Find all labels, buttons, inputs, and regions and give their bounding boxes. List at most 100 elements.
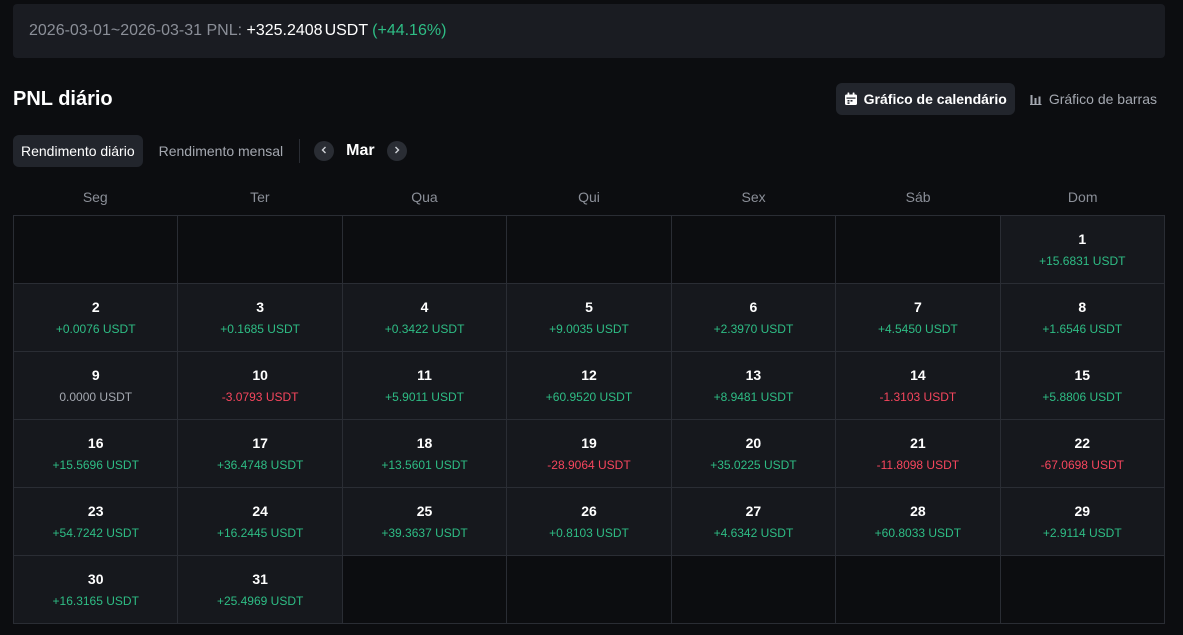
day-number: 3 [256,299,265,315]
section-header: PNL diário Gráfico de calendário [13,83,1165,115]
calendar-day-cell[interactable]: 25 +39.3637 USDT [342,488,508,556]
calendar-day-cell[interactable]: 1 +15.6831 USDT [1000,216,1165,284]
day-pnl-value: +15.5696 USDT [52,458,139,472]
calendar-day-cell[interactable]: 26 +0.8103 USDT [507,488,672,556]
day-pnl-value: +15.6831 USDT [1039,254,1126,268]
day-number: 20 [745,435,762,451]
calendar-day-cell[interactable]: 19 -28.9064 USDT [507,420,672,488]
calendar-chart-label: Gráfico de calendário [863,91,1007,107]
calendar-day-cell[interactable]: 5 +9.0035 USDT [507,284,672,352]
day-number: 15 [1074,367,1091,383]
day-number: 6 [749,299,758,315]
calendar-day-cell[interactable]: 28 +60.8033 USDT [836,488,1001,556]
weekday-label: Qua [411,189,438,205]
day-number: 31 [252,571,268,587]
calendar-day-cell[interactable]: 18 +13.5601 USDT [342,420,508,488]
bar-chart-button[interactable]: Gráfico de barras [1021,83,1165,115]
bar-chart-icon [1029,92,1043,106]
calendar-day-cell[interactable]: 23 +54.7242 USDT [14,488,179,556]
day-number: 17 [252,435,268,451]
day-number: 9 [91,367,100,383]
calendar-empty-cell [671,216,837,284]
weekday-label: Seg [82,189,108,205]
day-pnl-value: +9.0035 USDT [549,322,629,336]
day-pnl-value: +2.9114 USDT [1042,526,1122,540]
day-number: 27 [745,503,762,519]
day-pnl-value: 0.0000 USDT [59,390,133,404]
day-number: 8 [1078,299,1087,315]
calendar-day-cell[interactable]: 14 -1.3103 USDT [836,352,1001,420]
day-pnl-value: +1.6546 USDT [1042,322,1123,336]
calendar-day-cell[interactable]: 13 +8.9481 USDT [671,352,837,420]
pnl-total-amount: +325.2408 [246,22,323,39]
day-number: 26 [581,503,597,519]
calendar-day-cell[interactable]: 31 +25.4969 USDT [178,556,343,624]
day-number: 24 [252,503,268,519]
calendar-day-cell[interactable]: 21 -11.8098 USDT [836,420,1001,488]
calendar-day-cell[interactable]: 8 +1.6546 USDT [1000,284,1165,352]
weekday-label: Qui [578,189,600,205]
calendar-day-cell[interactable]: 12 +60.9520 USDT [507,352,672,420]
day-number: 16 [87,435,104,451]
calendar-chart-button[interactable]: Gráfico de calendário [835,83,1015,115]
chart-view-toggle: Gráfico de calendário Gráfico de barras [835,83,1165,115]
calendar-day-cell[interactable]: 17 +36.4748 USDT [178,420,343,488]
calendar-day-cell[interactable]: 6 +2.3970 USDT [671,284,837,352]
calendar-day-cell[interactable]: 15 +5.8806 USDT [1000,352,1165,420]
calendar-empty-cell [342,216,508,284]
calendar-empty-cell [1000,556,1165,624]
day-pnl-value: +5.9011 USDT [385,390,464,404]
calendar-day-cell[interactable]: 24 +16.2445 USDT [178,488,343,556]
calendar-empty-cell [507,216,672,284]
day-number: 13 [745,367,762,383]
calendar-controls: Rendimento diário Rendimento mensal Mar [13,135,407,167]
calendar-day-cell[interactable]: 16 +15.5696 USDT [14,420,179,488]
day-number: 21 [910,435,926,451]
calendar-day-cell[interactable]: 20 +35.0225 USDT [671,420,837,488]
bar-chart-label: Gráfico de barras [1048,91,1157,107]
day-number: 18 [416,435,433,451]
day-number: 23 [87,503,104,519]
day-pnl-value: +0.1685 USDT [220,322,300,336]
weekday-label: Dom [1067,189,1098,205]
day-number: 7 [913,299,922,315]
calendar-day-cell[interactable]: 2 +0.0076 USDT [14,284,179,352]
day-number: 19 [581,435,597,451]
day-pnl-value: +13.5601 USDT [381,458,468,472]
day-pnl-value: -3.0793 USDT [221,390,299,404]
day-number: 29 [1074,503,1091,519]
calendar-day-cell[interactable]: 22 -67.0698 USDT [1000,420,1165,488]
day-pnl-value: +16.3165 USDT [52,594,139,608]
tab-monthly-yield[interactable]: Rendimento mensal [158,143,284,159]
day-pnl-value: +8.9481 USDT [713,390,794,404]
chevron-left-icon [319,142,329,160]
next-month-button[interactable] [386,141,407,161]
calendar-day-cell[interactable]: 4 +0.3422 USDT [342,284,508,352]
calendar-day-cell[interactable]: 7 +4.5450 USDT [836,284,1001,352]
weekday-label: Sáb [905,189,931,205]
calendar-day-cell[interactable]: 27 +4.6342 USDT [671,488,837,556]
day-pnl-value: +4.5450 USDT [877,322,958,336]
calendar-day-cell[interactable]: 3 +0.1685 USDT [178,284,343,352]
day-pnl-value: +2.3970 USDT [713,322,794,336]
calendar-day-cell[interactable]: 29 +2.9114 USDT [1000,488,1165,556]
day-pnl-value: +0.8103 USDT [549,526,629,540]
calendar-day-cell[interactable]: 11 +5.9011 USDT [342,352,508,420]
day-pnl-value: +5.8806 USDT [1042,390,1123,404]
prev-month-button[interactable] [314,141,335,161]
day-pnl-value: +16.2445 USDT [216,526,304,540]
tab-daily-yield[interactable]: Rendimento diário [13,135,143,167]
pnl-calendar-grid: 1 +15.6831 USDT 2 +0.0076 USDT 3 +0.1685 USDT… [13,215,1165,624]
calendar-day-cell[interactable]: 10 -3.0793 USDT [178,352,343,420]
calendar-day-cell[interactable]: 30 +16.3165 USDT [14,556,179,624]
day-number: 10 [252,367,268,383]
day-pnl-value: +0.0076 USDT [55,322,136,336]
day-number: 14 [910,367,926,383]
calendar-empty-cell [178,216,343,284]
calendar-icon [844,92,858,106]
current-month-label: Mar [346,142,375,159]
calendar-day-cell[interactable]: 9 0.0000 USDT [14,352,179,420]
calendar-empty-cell [836,216,1001,284]
day-pnl-value: +36.4748 USDT [216,458,304,472]
calendar-empty-cell [507,556,672,624]
